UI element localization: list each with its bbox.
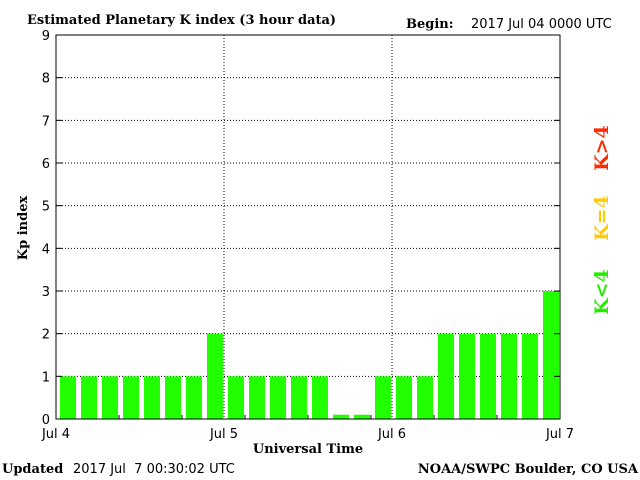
y-tick-label: 6 [42, 157, 50, 172]
kp-bar [60, 376, 76, 419]
chart-title: Estimated Planetary K index (3 hour data… [27, 13, 336, 28]
x-tick-label: Jul 7 [545, 427, 574, 442]
kp-bar [291, 376, 307, 419]
x-axis-label: Universal Time [253, 442, 363, 457]
x-tick-label: Jul 4 [41, 427, 70, 442]
bars [60, 291, 559, 419]
y-tick-label: 9 [42, 29, 50, 44]
kp-bar [207, 333, 223, 419]
begin-value: 2017 Jul 04 0000 UTC [471, 17, 612, 32]
y-tick-label: 7 [42, 114, 50, 129]
legend-label: K<4 [591, 269, 613, 315]
kp-bar [144, 376, 160, 419]
kp-bar [186, 376, 202, 419]
kp-bar [270, 376, 286, 419]
kp-bar [333, 414, 349, 419]
x-axis: Jul 4 Jul 5 Jul 6 Jul 7 [41, 411, 574, 442]
kp-bar [522, 333, 538, 419]
kp-bar [165, 376, 181, 419]
kp-bar [375, 376, 391, 419]
y-tick-label: 2 [42, 328, 50, 343]
legend: K>4 K=4 K<4 [591, 125, 613, 315]
kp-bar [228, 376, 244, 419]
legend-label: K=4 [591, 195, 613, 241]
source-credit: NOAA/SWPC Boulder, CO USA [418, 462, 639, 477]
kp-bar [543, 291, 559, 419]
kp-bar [102, 376, 118, 419]
x-tick-label: Jul 5 [209, 427, 238, 442]
kp-bar [480, 333, 496, 419]
y-axis-label: Kp index [16, 196, 31, 261]
kp-bar [459, 333, 475, 419]
y-tick-label: 4 [42, 242, 50, 257]
y-tick-label: 3 [42, 285, 50, 300]
kp-bar [249, 376, 265, 419]
y-tick-label: 8 [42, 72, 50, 87]
kp-bar [81, 376, 97, 419]
legend-label: K>4 [591, 125, 613, 171]
updated-label: Updated [2, 462, 63, 477]
begin-label: Begin: [406, 17, 454, 32]
kp-bar [417, 376, 433, 419]
y-tick-label: 5 [42, 200, 50, 215]
y-axis: 0 1 2 3 4 5 6 7 8 9 [42, 29, 560, 428]
kp-bar [354, 414, 370, 419]
y-tick-label: 1 [42, 370, 50, 385]
y-tick-label: 0 [42, 413, 50, 428]
kp-bar [396, 376, 412, 419]
kp-bar [312, 376, 328, 419]
kp-bar [501, 333, 517, 419]
updated-value: 2017 Jul 7 00:30:02 UTC [73, 462, 235, 477]
kp-bar [123, 376, 139, 419]
x-tick-label: Jul 6 [377, 427, 406, 442]
kp-bar [438, 333, 454, 419]
